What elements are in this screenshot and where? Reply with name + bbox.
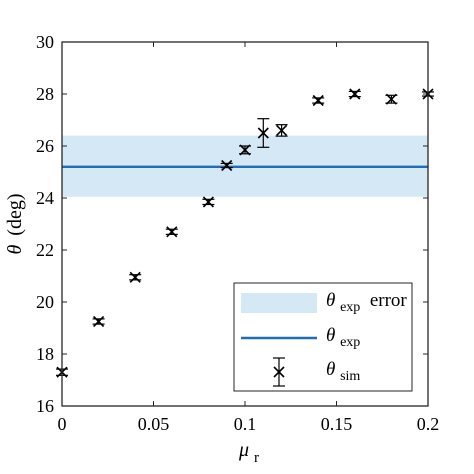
marker-8 bbox=[276, 124, 288, 136]
marker-10-stroke-b bbox=[349, 88, 361, 100]
marker-11 bbox=[385, 93, 397, 105]
data-point-7 bbox=[257, 118, 270, 148]
marker-7-stroke-b bbox=[257, 127, 269, 139]
legend-1-sub: exp bbox=[340, 335, 360, 350]
data-point-3 bbox=[165, 226, 178, 238]
marker-3 bbox=[166, 226, 178, 238]
legend-marker-x bbox=[273, 366, 285, 378]
legend-swatch-band bbox=[241, 293, 317, 313]
marker-2-stroke-b bbox=[129, 271, 141, 283]
marker-4 bbox=[202, 196, 214, 208]
y-axis-title: θ (deg) bbox=[4, 193, 26, 254]
marker-5 bbox=[221, 159, 233, 172]
legend: θ exp error θ exp θ sim bbox=[233, 282, 413, 392]
marker-6 bbox=[239, 144, 251, 156]
y-tick-label-4: 24 bbox=[36, 188, 54, 208]
marker-8-stroke-b bbox=[276, 124, 288, 136]
y-tick-label-0: 16 bbox=[36, 396, 54, 416]
marker-3-stroke-b bbox=[166, 226, 178, 238]
marker-5-stroke-b bbox=[221, 159, 233, 172]
marker-9 bbox=[312, 94, 324, 107]
legend-label-exp: θ exp bbox=[326, 325, 360, 350]
x-axis-symbol: μ bbox=[238, 439, 249, 461]
marker-1 bbox=[93, 315, 105, 328]
legend-2-sub: sim bbox=[340, 369, 360, 384]
data-series-layer bbox=[56, 88, 434, 378]
marker-2 bbox=[129, 271, 141, 283]
legend-2-symbol: θ bbox=[326, 359, 335, 380]
data-point-4 bbox=[202, 196, 215, 208]
legend-marker-x-stroke-b bbox=[273, 366, 285, 378]
marker-4-stroke-b bbox=[202, 196, 214, 208]
x-axis-subscript: r bbox=[254, 450, 259, 466]
x-axis-title: μ r bbox=[238, 439, 259, 466]
data-point-1 bbox=[92, 315, 105, 328]
axis-ticks: 0 0.05 0.1 0.15 0.2 16 18 20 22 24 26 28 30 bbox=[36, 32, 439, 434]
data-point-5 bbox=[220, 159, 233, 172]
marker-6-stroke-b bbox=[239, 144, 251, 156]
legend-1-symbol: θ bbox=[326, 325, 335, 346]
data-point-10 bbox=[348, 88, 361, 100]
x-tick-label-1: 0.05 bbox=[138, 414, 170, 434]
x-tick-label-2: 0.1 bbox=[234, 414, 257, 434]
y-tick-label-1: 18 bbox=[36, 344, 54, 364]
legend-0-suffix: error bbox=[365, 290, 407, 311]
x-tick-label-3: 0.15 bbox=[321, 414, 353, 434]
legend-0-sub: exp bbox=[340, 300, 360, 315]
legend-0-symbol: θ bbox=[326, 290, 335, 311]
x-tick-label-0: 0 bbox=[58, 414, 67, 434]
y-tick-label-3: 22 bbox=[36, 240, 54, 260]
marker-10 bbox=[349, 88, 361, 100]
y-tick-label-5: 26 bbox=[36, 136, 54, 156]
data-point-9 bbox=[312, 94, 325, 107]
marker-11-stroke-b bbox=[385, 93, 397, 105]
x-tick-label-4: 0.2 bbox=[417, 414, 440, 434]
legend-swatch-marker bbox=[273, 357, 285, 387]
marker-9-stroke-b bbox=[312, 94, 324, 107]
marker-1-stroke-b bbox=[93, 315, 105, 328]
data-point-2 bbox=[129, 271, 142, 283]
y-axis-symbol: θ bbox=[4, 245, 26, 255]
y-axis-unit: (deg) bbox=[4, 193, 26, 235]
marker-7 bbox=[257, 127, 269, 139]
y-tick-label-7: 30 bbox=[36, 32, 54, 52]
data-point-6 bbox=[239, 144, 251, 156]
y-tick-label-2: 20 bbox=[36, 292, 54, 312]
data-point-8 bbox=[275, 124, 288, 137]
legend-label-sim: θ sim bbox=[326, 359, 360, 384]
data-point-11 bbox=[385, 93, 398, 105]
legend-label-exp-error: θ exp error bbox=[326, 290, 407, 316]
y-tick-label-6: 28 bbox=[36, 84, 54, 104]
